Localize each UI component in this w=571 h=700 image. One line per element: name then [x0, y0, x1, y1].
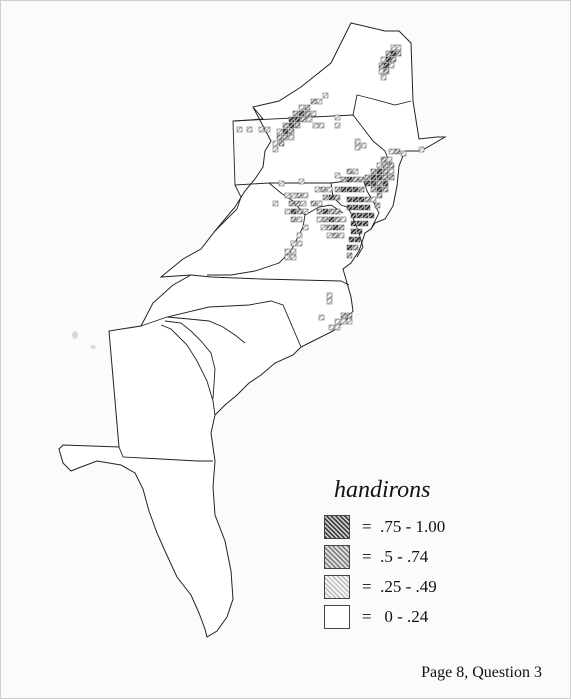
legend-swatch-low [324, 605, 350, 629]
legend-row-mid-low: = .25 - .49 [324, 572, 524, 602]
legend-swatch-mid-high [324, 545, 350, 569]
legend-swatch-high [324, 515, 350, 539]
legend-swatch-mid-low [324, 575, 350, 599]
legend-row-low: = 0 - .24 [324, 602, 524, 632]
legend-label-high: = .75 - 1.00 [362, 517, 446, 536]
paper-smudge [72, 331, 96, 349]
map-legend: handirons = .75 - 1.00 = .5 - .74 = .25 … [324, 477, 524, 632]
legend-row-high: = .75 - 1.00 [324, 512, 524, 542]
survey-cells [236, 44, 425, 331]
legend-label-mid-high: = .5 - .74 [362, 547, 429, 566]
state-borders [118, 94, 412, 462]
legend-title: handirons [334, 477, 431, 503]
legend-label-mid-low: = .25 - .49 [362, 577, 437, 596]
page-footer: Page 8, Question 3 [421, 664, 542, 681]
legend-label-low: = 0 - .24 [362, 607, 429, 626]
coastline-outline [58, 22, 447, 638]
legend-row-mid-high: = .5 - .74 [324, 542, 524, 572]
